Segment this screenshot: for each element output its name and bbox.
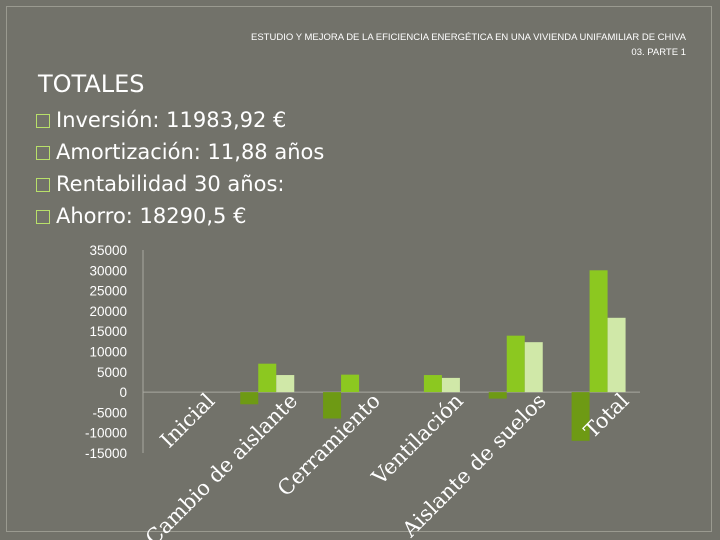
y-tick-label: 15000 xyxy=(89,324,127,339)
checkbox-icon xyxy=(36,114,50,128)
bar xyxy=(240,392,259,405)
category-label: Cambio de aislante xyxy=(141,389,302,540)
slide-frame xyxy=(6,6,712,532)
bullet-rentabilidad: Rentabilidad 30 años: xyxy=(36,168,324,200)
bullet-text: Rentabilidad 30 años: xyxy=(56,172,285,196)
checkbox-icon xyxy=(36,146,50,160)
bar xyxy=(423,375,442,393)
y-tick-label: -10000 xyxy=(85,426,127,441)
y-tick-label: 0 xyxy=(119,385,127,400)
checkbox-icon xyxy=(36,210,50,224)
header-subtitle: 03. PARTE 1 xyxy=(631,47,686,58)
bar xyxy=(441,377,460,393)
header-title: ESTUDIO Y MEJORA DE LA EFICIENCIA ENERGÉ… xyxy=(251,32,686,43)
checkbox-icon xyxy=(36,178,50,192)
bullet-text: Amortización: 11,88 años xyxy=(56,140,325,164)
y-tick-label: 30000 xyxy=(89,263,127,278)
bullet-list: Inversión: 11983,92 € Amortización: 11,8… xyxy=(36,104,324,232)
bullet-text: Inversión: 11983,92 € xyxy=(56,108,287,132)
category-label: Aislante de suelos xyxy=(397,389,551,540)
y-tick-label: 5000 xyxy=(97,365,127,380)
y-tick-label: -5000 xyxy=(92,405,127,420)
bar xyxy=(323,392,342,419)
bullet-amortizacion: Amortización: 11,88 años xyxy=(36,136,324,168)
bar xyxy=(571,392,590,441)
y-tick-label: 20000 xyxy=(89,304,127,319)
bullet-ahorro: Ahorro: 18290,5 € xyxy=(36,200,324,232)
bar xyxy=(589,270,608,393)
y-tick-label: 35000 xyxy=(89,243,127,258)
bar xyxy=(258,363,277,393)
bullet-text: Ahorro: 18290,5 € xyxy=(56,204,247,228)
bar xyxy=(341,374,360,393)
bar xyxy=(524,342,543,393)
bar xyxy=(506,335,525,393)
slide-header: ESTUDIO Y MEJORA DE LA EFICIENCIA ENERGÉ… xyxy=(166,30,686,60)
bar xyxy=(276,375,295,393)
slide-title: TOTALES xyxy=(38,70,145,98)
y-tick-label: -15000 xyxy=(85,446,127,461)
bullet-inversion: Inversión: 11983,92 € xyxy=(36,104,324,136)
bar xyxy=(488,392,507,399)
bar xyxy=(607,317,626,393)
y-tick-label: 25000 xyxy=(89,284,127,299)
y-tick-label: 10000 xyxy=(89,345,127,360)
category-label: Inicial xyxy=(156,388,220,452)
